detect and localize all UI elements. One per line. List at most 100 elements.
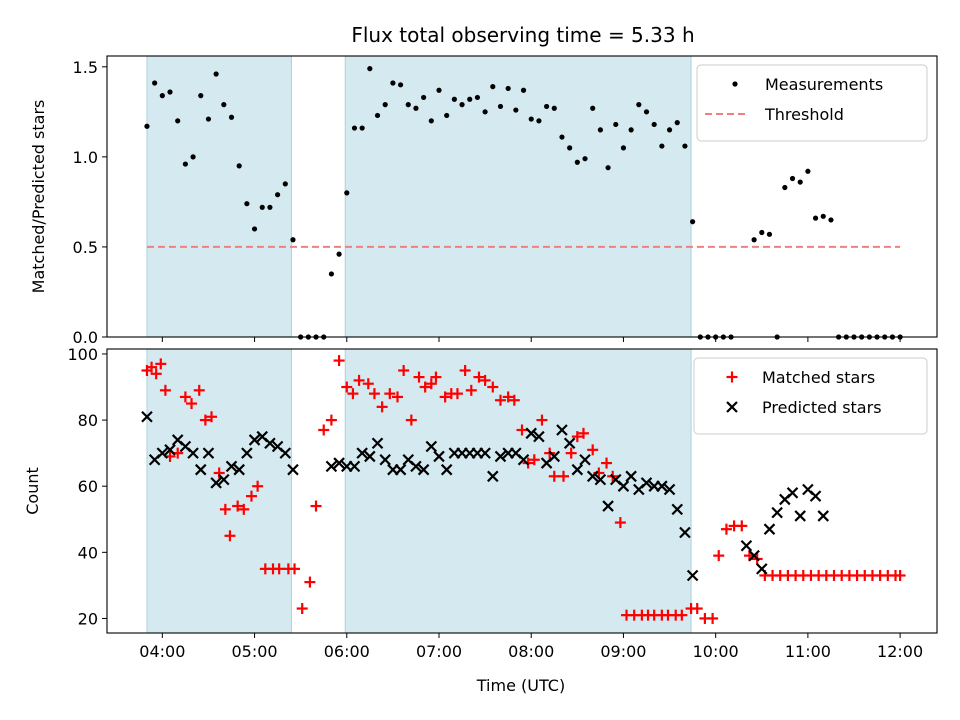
measurement-point <box>421 94 427 101</box>
predicted-star-point <box>218 473 230 486</box>
y-tick-label: 60 <box>78 477 98 496</box>
predicted-star-point <box>671 503 684 516</box>
y-tick-label: 40 <box>78 543 98 562</box>
measurement-point <box>182 161 188 167</box>
matched-star-point <box>368 388 380 400</box>
measurement-point <box>167 89 173 95</box>
matched-star-point <box>494 394 506 406</box>
measurement-point <box>828 217 834 223</box>
matched-star-point <box>245 490 257 502</box>
predicted-star-point <box>640 477 653 489</box>
predicted-star-point <box>579 453 591 466</box>
matched-star-point <box>392 391 403 403</box>
matched-star-point <box>601 457 613 469</box>
predicted-star-point <box>740 539 753 552</box>
predicted-star-point <box>417 463 430 476</box>
predicted-star-point <box>425 440 438 453</box>
measurement-point <box>582 156 588 162</box>
matched-star-point <box>487 381 499 393</box>
predicted-star-point <box>410 460 422 473</box>
predicted-star-point <box>817 510 830 522</box>
plot-frame <box>106 55 938 338</box>
predicted-star-point <box>364 450 376 463</box>
measurement-point <box>213 71 219 77</box>
measurement-point <box>251 226 258 232</box>
predicted-star-point <box>748 549 760 562</box>
matched-star-point <box>179 391 191 403</box>
matched-star-point <box>565 447 577 459</box>
predicted-star-point <box>663 483 676 496</box>
matched-star-point <box>577 427 589 439</box>
measurement-point <box>797 179 803 185</box>
measurement-point <box>551 105 557 111</box>
y-tick-label: 1.5 <box>73 58 98 77</box>
matched-star-point <box>587 444 599 456</box>
measurement-point <box>751 237 757 243</box>
legend-box <box>696 64 928 142</box>
predicted-star-point <box>656 480 668 492</box>
predicted-star-point <box>548 450 561 463</box>
matched-star-point <box>405 414 417 426</box>
measurement-point <box>528 116 534 122</box>
measurement-point <box>344 190 350 196</box>
measurement-point <box>482 109 488 115</box>
matched-star-point <box>691 603 703 615</box>
matched-star-point <box>413 371 425 383</box>
matched-star-point <box>451 388 463 400</box>
measurement-point <box>805 168 811 174</box>
predicted-star-point <box>617 480 630 492</box>
observing-span <box>146 56 292 337</box>
predicted-star-point <box>287 463 299 476</box>
measurement-point <box>175 118 181 124</box>
measurement-point <box>205 116 212 122</box>
matched-star-point <box>516 424 528 436</box>
predicted-star-point <box>517 453 530 466</box>
predicted-star-point <box>187 447 199 459</box>
observing-span <box>345 56 692 337</box>
measurement-point <box>359 125 365 131</box>
x-tick-label: 04:00 <box>139 642 185 661</box>
predicted-star-point <box>563 437 576 450</box>
matched-star-point <box>479 374 491 386</box>
matched-star-point <box>398 364 410 376</box>
matched-star-point <box>150 368 162 380</box>
matched-star-point <box>473 371 485 383</box>
y-tick-label: 0.0 <box>73 328 98 347</box>
measurement-point <box>328 271 335 277</box>
matched-star-point <box>536 414 548 426</box>
y-tick-label: 100 <box>67 345 98 364</box>
count-panel: 20 40 60 80 100 04:00 05:00 06:00 07:00 08:00 09:0… <box>23 345 938 661</box>
measurement-point <box>543 103 550 110</box>
measurement-point <box>451 96 457 102</box>
x-tick-label: 08:00 <box>508 642 554 661</box>
predicted-star-point <box>556 424 568 436</box>
measurement-point <box>282 181 288 187</box>
legend-handle <box>726 371 738 383</box>
matched-star-point <box>720 523 732 535</box>
legend-handle <box>726 401 738 413</box>
y-tick-label: 80 <box>78 411 98 430</box>
matched-star-point <box>238 503 250 515</box>
predicted-star-point <box>225 460 238 473</box>
plot-frame <box>106 348 938 634</box>
matched-star-point <box>273 563 285 575</box>
measurement-point <box>228 114 235 120</box>
measurement-point <box>152 80 158 86</box>
measurement-point <box>659 143 665 149</box>
matched-star-point <box>548 470 560 482</box>
matched-star-point <box>384 388 396 400</box>
predicted-star-point <box>194 463 207 476</box>
measurement-point <box>666 127 673 133</box>
ratio-panel: 0.0 0.5 1.0 1.5 Matched/Predicted stars Measu… <box>29 55 938 347</box>
measurement-point <box>497 103 504 110</box>
measurement-point <box>567 145 573 151</box>
matched-star-point <box>318 424 330 436</box>
measurement-point <box>367 66 373 72</box>
matched-star-point <box>232 500 244 512</box>
predicted-star-point <box>602 500 614 512</box>
predicted-star-point <box>141 410 153 423</box>
matched-star-point <box>736 520 748 532</box>
measurement-point <box>190 154 196 160</box>
measurement-point <box>336 251 342 257</box>
